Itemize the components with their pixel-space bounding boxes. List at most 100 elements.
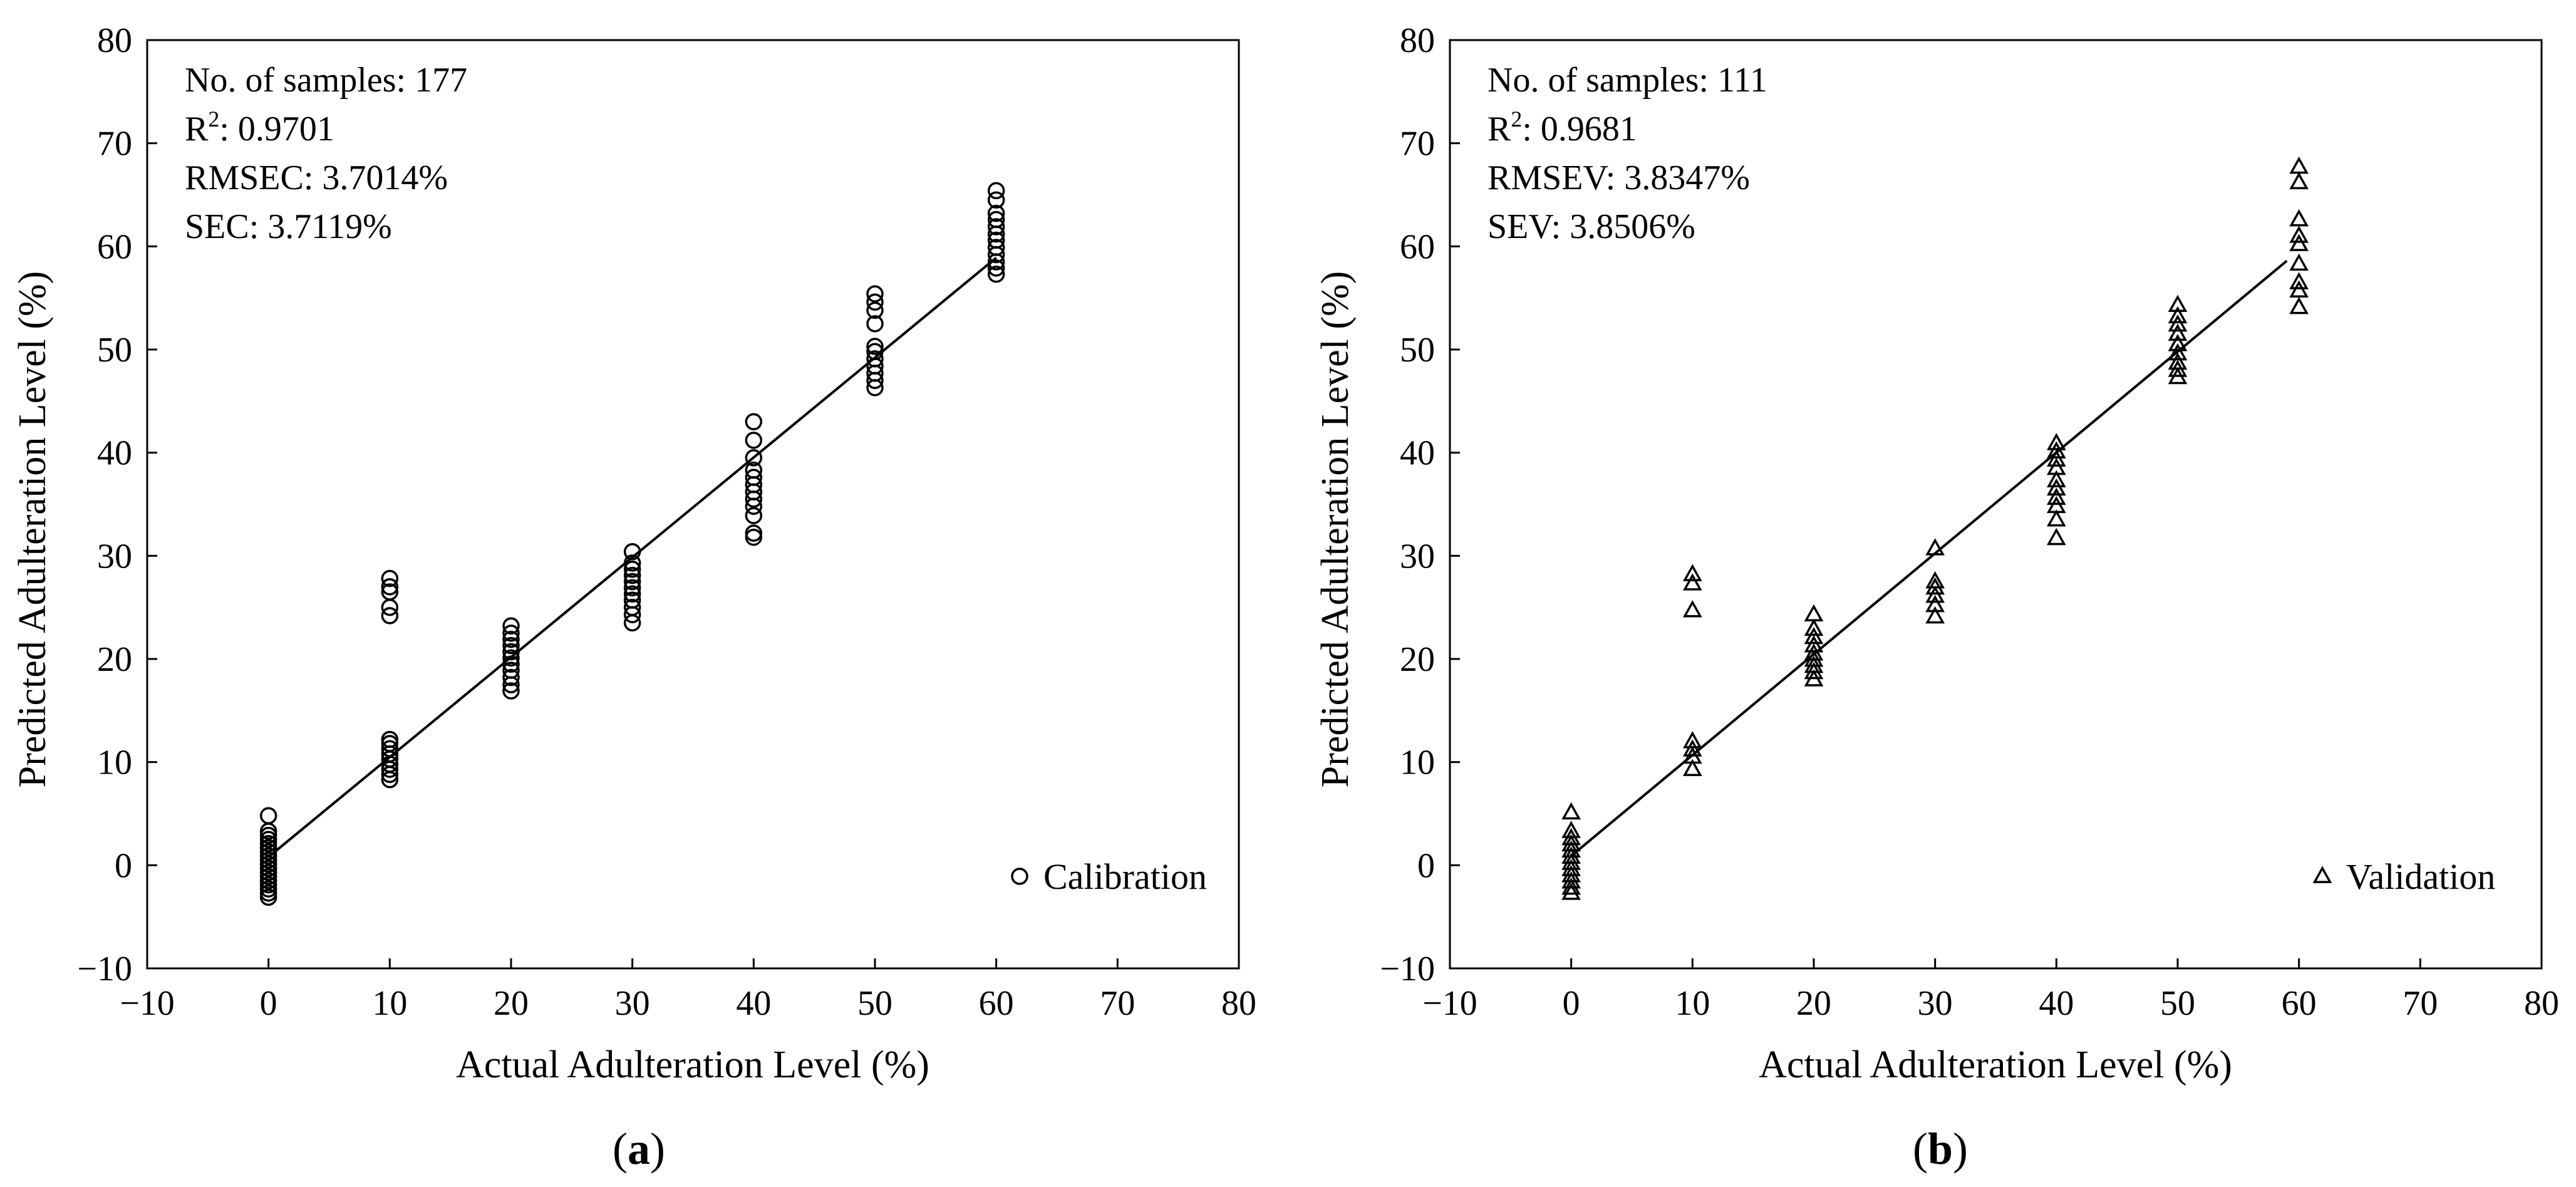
data-point: [2168, 323, 2188, 341]
data-point: [2047, 433, 2066, 450]
data-point: [2047, 441, 2066, 459]
data-point: [502, 630, 520, 648]
x-tick-label: −10: [1422, 984, 1477, 1023]
data-point: [2289, 209, 2309, 227]
stat-sec: SEC: 3.7119%: [185, 207, 392, 246]
regression-line: [1570, 259, 2288, 858]
data-point: [502, 643, 520, 661]
data-point: [623, 566, 641, 584]
data-point: [502, 649, 520, 667]
panel-b: −10 0 10 20 30 40 50 60 70 80 −10 0 10 20 30 40 50 60 70 80…: [1314, 21, 2559, 1174]
data-point: [623, 560, 641, 578]
data-point: [623, 554, 641, 572]
data-point: [623, 542, 641, 561]
panel-label-b: (b): [1913, 1124, 1968, 1174]
data-point: [2289, 156, 2309, 174]
data-point: [866, 343, 884, 361]
x-tick-label: 80: [2524, 984, 2559, 1023]
y-tick-label: 0: [1417, 846, 1435, 885]
data-point: [2047, 449, 2066, 467]
data-point: [866, 293, 884, 311]
y-tick-label: 60: [1400, 227, 1435, 266]
data-point: [1683, 759, 1702, 777]
data-point: [987, 204, 1005, 222]
y-tick-label: −10: [77, 950, 132, 988]
legend-triangle-marker: [2312, 866, 2332, 883]
data-point: [623, 585, 641, 603]
data-point: [1561, 883, 1581, 900]
x-tick-label: 80: [1221, 984, 1256, 1023]
data-point: [987, 266, 1005, 283]
data-point: [1925, 538, 1945, 556]
data-point: [2168, 352, 2188, 370]
data-point: [745, 524, 763, 542]
x-tick-label: 50: [2160, 984, 2195, 1023]
data-point: [1804, 635, 1824, 653]
data-point: [1925, 585, 1945, 603]
data-point: [2047, 487, 2066, 505]
legend-label-validation: Validation: [2346, 856, 2495, 897]
x-tick-label: 20: [1796, 984, 1831, 1023]
y-tick-label: 40: [1400, 434, 1435, 473]
data-point: [2289, 296, 2309, 314]
y-tick-label: 30: [1400, 537, 1435, 576]
data-point: [745, 432, 763, 449]
data-point: [987, 239, 1005, 256]
y-tick-label: −10: [1380, 950, 1435, 988]
data-point: [2168, 343, 2188, 361]
data-point: [2047, 495, 2066, 514]
data-point: [1683, 600, 1702, 618]
y-tick-label: 40: [97, 434, 132, 473]
data-point: [2168, 314, 2188, 332]
data-point: [2168, 334, 2188, 351]
x-tick-label: 40: [2039, 984, 2074, 1023]
x-tick-label: 50: [857, 984, 892, 1023]
data-point: [2047, 457, 2066, 475]
stat-r2-a: R2: 0.9701: [185, 106, 334, 148]
x-tick-label: 30: [1918, 984, 1953, 1023]
data-point: [2047, 470, 2066, 487]
data-point: [1804, 626, 1824, 645]
plot-area-frame-a: [146, 39, 1240, 970]
data-point: [2289, 234, 2309, 251]
data-point: [1925, 594, 1945, 613]
panel-label-a: (a): [613, 1124, 665, 1174]
data-point: [502, 617, 520, 635]
data-point: [987, 182, 1005, 200]
data-point: [745, 507, 763, 524]
data-point: [1804, 618, 1824, 636]
data-point: [2168, 306, 2188, 324]
data-point: [2047, 509, 2066, 527]
y-tick-label: 50: [1400, 331, 1435, 370]
y-tick-label: 70: [1400, 125, 1435, 163]
stat-r2-value-b: : 0.9681: [1522, 110, 1637, 148]
y-tick-label: 50: [97, 331, 132, 370]
stat-r2-superscript-b: 2: [1511, 106, 1522, 132]
x-tick-label: −10: [120, 984, 175, 1023]
data-point: [381, 730, 399, 749]
data-point: [2047, 527, 2066, 546]
data-point: [1561, 802, 1581, 820]
data-point: [745, 449, 763, 467]
x-tick-label: 10: [1675, 984, 1710, 1023]
y-tick-label: 10: [97, 744, 132, 782]
x-tick-label: 0: [260, 984, 277, 1023]
stat-r2-prefix-b: R: [1487, 110, 1511, 148]
legend-b: Validation: [2312, 856, 2495, 897]
y-tick-label: 60: [97, 227, 132, 266]
stat-r2-b: R2: 0.9681: [1487, 106, 1637, 148]
stat-samples-a: No. of samples: 177: [185, 61, 467, 100]
data-point: [381, 569, 399, 588]
data-point: [381, 578, 399, 596]
data-point: [987, 191, 1005, 209]
data-point: [381, 607, 399, 625]
data-point: [745, 469, 763, 486]
legend-marker-shape: [2312, 866, 2332, 883]
data-point: [866, 301, 884, 319]
data-marks-b: [1561, 156, 2309, 900]
data-point: [623, 573, 641, 591]
x-tick-label: 30: [615, 984, 650, 1023]
data-point: [745, 413, 763, 431]
data-point: [2289, 253, 2309, 271]
